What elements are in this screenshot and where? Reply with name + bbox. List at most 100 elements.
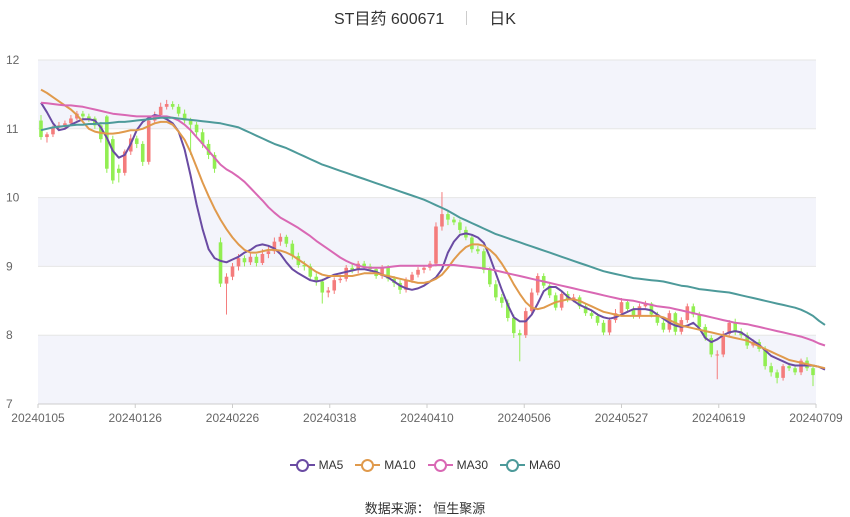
candle-body: [69, 118, 73, 124]
candle-body: [326, 290, 331, 293]
legend-item-ma10[interactable]: MA10: [355, 458, 416, 472]
candle-body: [517, 333, 522, 336]
candle-body: [81, 113, 85, 117]
legend-label: MA5: [318, 458, 344, 472]
candle-body: [170, 104, 175, 107]
candle-body: [212, 154, 217, 169]
candle-body: [140, 143, 145, 162]
candle-body: [703, 326, 708, 338]
candle-body: [308, 266, 313, 277]
candle-body: [721, 333, 726, 355]
candle-body: [769, 366, 773, 373]
legend-item-ma30[interactable]: MA30: [427, 458, 488, 472]
period-title: 日K: [489, 11, 516, 28]
y-tick-label: 9: [6, 259, 13, 273]
x-tick-label: 20240527: [595, 411, 649, 425]
candle-body: [583, 306, 588, 314]
candle-body: [182, 113, 187, 121]
candle-body: [547, 285, 552, 296]
candle-body: [134, 138, 139, 144]
candle-body: [470, 237, 474, 250]
y-tick-label: 11: [6, 122, 19, 136]
legend-item-ma60[interactable]: MA60: [500, 458, 560, 472]
candle-body: [601, 322, 606, 333]
x-tick-label: 20240105: [11, 411, 65, 425]
candle-body: [697, 314, 702, 327]
candle-body: [631, 309, 636, 316]
candle-body: [188, 120, 193, 125]
candle-body: [422, 267, 426, 270]
stock-title: ST目药 600671: [334, 11, 445, 28]
candle-body: [500, 297, 504, 303]
x-tick-label: 20240318: [303, 411, 357, 425]
line-ma10: [40, 88, 826, 370]
candle-body: [775, 372, 779, 378]
candle-body: [440, 214, 444, 227]
candle-body: [446, 214, 450, 220]
candle-body: [727, 322, 732, 334]
candle-body: [272, 241, 277, 252]
candle-body: [643, 303, 648, 307]
candle-body: [781, 366, 785, 378]
candle-body: [362, 263, 366, 267]
candle-body: [194, 124, 199, 133]
x-tick-label: 20240619: [692, 411, 746, 425]
candle-body: [535, 276, 540, 293]
candle-body: [763, 348, 767, 367]
legend-marker: [427, 458, 453, 472]
candle-body: [356, 263, 360, 270]
candle-body: [278, 236, 283, 242]
candle-body: [87, 116, 91, 119]
candle-body: [661, 322, 666, 330]
x-tick-label: 20240709: [789, 411, 843, 425]
grid-band: [38, 197, 816, 267]
candle-body: [523, 311, 528, 336]
legend-item-ma5[interactable]: MA5: [289, 458, 344, 472]
candle-body: [458, 222, 462, 230]
candle-body: [625, 302, 630, 310]
x-tick-label: 20240506: [498, 411, 552, 425]
legend-marker: [500, 458, 526, 472]
candle-body: [266, 251, 271, 255]
candle-body: [302, 265, 307, 267]
candle-body: [505, 302, 510, 318]
candle-body: [482, 251, 486, 270]
legend-marker: [289, 458, 315, 472]
candle-body: [511, 318, 516, 334]
candle-body: [715, 354, 720, 356]
candle-body: [655, 314, 660, 323]
candle-body: [380, 267, 384, 277]
candle-body: [529, 292, 534, 312]
candle-body: [164, 104, 169, 107]
candle-body: [476, 249, 480, 252]
candle-body: [488, 269, 492, 285]
candle-body: [338, 278, 343, 281]
candle-body: [254, 256, 259, 263]
candle-body: [691, 306, 696, 315]
candle-body: [63, 123, 67, 126]
candle-body: [667, 313, 672, 330]
candle-body: [637, 306, 642, 316]
candle-body: [116, 168, 121, 173]
candle-body: [105, 116, 109, 169]
candle-body: [404, 280, 408, 290]
candle-body: [799, 360, 803, 373]
legend-marker: [355, 458, 381, 472]
x-tick-label: 20240126: [109, 411, 163, 425]
candle-body: [494, 284, 498, 298]
legend-label: MA60: [529, 458, 561, 472]
y-tick-label: 10: [6, 191, 20, 205]
candle-body: [619, 302, 624, 314]
candle-body: [733, 322, 738, 332]
candle-body: [332, 280, 337, 291]
grid-band: [38, 335, 816, 404]
candle-body: [260, 254, 265, 263]
candle-body: [314, 276, 319, 282]
candle-body: [344, 267, 349, 279]
candle-body: [607, 320, 612, 333]
candle-body: [386, 267, 390, 279]
candle-body: [122, 151, 127, 173]
candle-body: [200, 132, 205, 144]
